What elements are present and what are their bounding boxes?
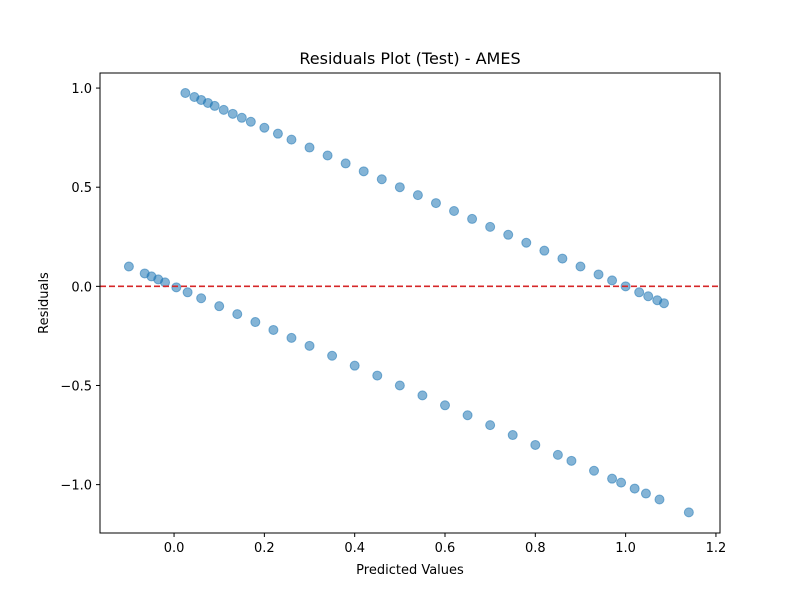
point <box>376 174 387 185</box>
point <box>640 488 651 499</box>
point <box>616 477 627 488</box>
point <box>372 370 383 381</box>
y-tick-label: −1.0 <box>60 479 92 494</box>
x-tick-label: 0.2 <box>254 541 275 556</box>
point <box>634 287 645 298</box>
point <box>485 420 496 431</box>
point <box>236 112 247 123</box>
point <box>322 150 333 161</box>
point <box>683 507 694 518</box>
point <box>209 100 220 111</box>
y-tick-label: 0.5 <box>71 181 92 196</box>
point <box>227 108 238 119</box>
point <box>417 390 428 401</box>
y-tick-label: −0.5 <box>60 379 92 394</box>
point <box>232 309 243 320</box>
point <box>629 483 640 494</box>
x-tick-label: 1.2 <box>706 541 727 556</box>
point <box>218 104 229 115</box>
point <box>530 439 541 450</box>
point <box>123 261 134 272</box>
point <box>182 287 193 298</box>
y-tick-label: 1.0 <box>71 82 92 97</box>
point <box>272 128 283 139</box>
point <box>286 134 297 145</box>
point <box>659 298 670 309</box>
x-tick-label: 0.6 <box>435 541 456 556</box>
point <box>214 301 225 312</box>
point <box>286 332 297 343</box>
point <box>439 400 450 411</box>
point <box>589 465 600 476</box>
point <box>349 360 360 371</box>
point <box>358 166 369 177</box>
point <box>503 229 514 240</box>
point <box>593 269 604 280</box>
point <box>566 455 577 466</box>
point <box>521 237 532 248</box>
point <box>449 206 460 216</box>
x-tick-label: 0.0 <box>164 541 185 556</box>
point <box>394 380 405 391</box>
point <box>304 142 315 153</box>
point <box>643 291 654 302</box>
y-tick-label: 0.0 <box>71 280 92 295</box>
x-axis-label: Predicted Values <box>356 563 464 578</box>
point <box>552 449 563 460</box>
point <box>250 317 261 328</box>
point <box>654 494 665 505</box>
point <box>539 245 550 256</box>
point <box>575 261 586 272</box>
point <box>467 213 478 224</box>
point <box>304 340 315 351</box>
plot-frame <box>99 72 721 534</box>
point <box>430 198 441 209</box>
point <box>557 253 568 264</box>
y-axis-label: Residuals <box>37 272 52 334</box>
x-tick-label: 1.0 <box>615 541 636 556</box>
point <box>412 190 423 201</box>
x-tick-label: 0.4 <box>344 541 365 556</box>
chart-title: Residuals Plot (Test) - AMES <box>299 49 520 68</box>
point <box>259 122 270 133</box>
point <box>462 410 473 421</box>
point <box>340 158 351 169</box>
point <box>394 182 405 193</box>
point <box>607 275 618 286</box>
point <box>485 221 496 232</box>
point <box>327 350 338 361</box>
point <box>171 282 182 293</box>
point <box>607 473 618 484</box>
point <box>160 277 171 288</box>
point <box>245 116 256 127</box>
point <box>507 430 518 441</box>
point <box>268 324 279 335</box>
x-tick-label: 0.8 <box>525 541 546 556</box>
point <box>180 88 191 99</box>
point <box>196 293 207 304</box>
